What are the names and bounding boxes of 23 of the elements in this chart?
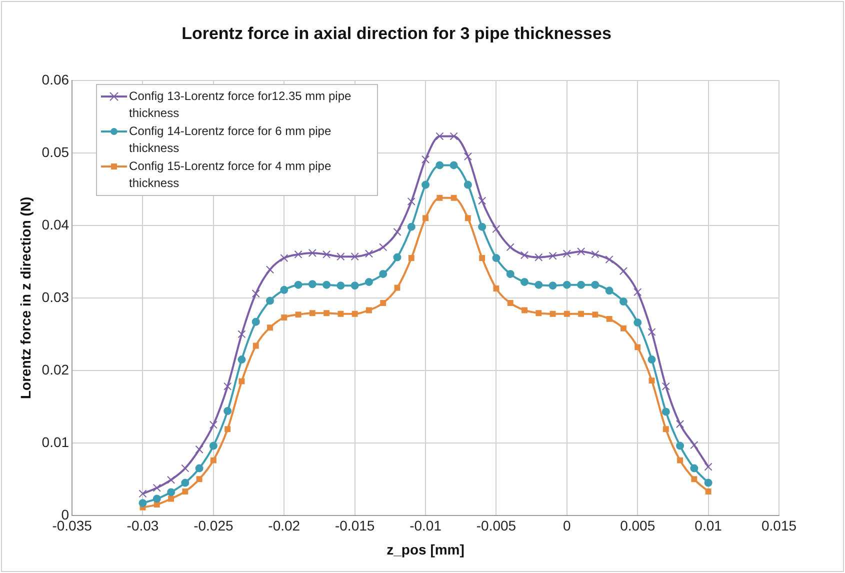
x-tick-label: -0.005: [476, 518, 516, 534]
x-axis-title: z_pos [mm]: [386, 541, 464, 558]
x-tick-label: -0.02: [268, 518, 300, 534]
y-tick-label: 0.02: [42, 361, 70, 378]
legend-label: Config 13-Lorentz force for12.35 mm pipe thickness: [129, 88, 352, 122]
x-tick-label: 0.005: [620, 518, 656, 534]
chart-title: Lorentz force in axial direction for 3 pipe thicknesses: [182, 24, 612, 43]
y-tick-label: 0.05: [42, 144, 70, 160]
x-tick-label: -0.025: [194, 518, 234, 534]
x-tick-label: 0.01: [694, 518, 722, 534]
x-tick-label: 0: [563, 518, 572, 534]
y-axis-title: Lorentz force in z direction (N): [17, 196, 34, 400]
x-tick-label: -0.03: [126, 518, 159, 534]
x-tick-label: 0.015: [761, 518, 797, 534]
legend-label: Config 14-Lorentz force for 6 mm pipe thickness: [129, 123, 332, 158]
x-tick-label: -0.01: [410, 518, 442, 534]
y-tick-label: 0: [61, 506, 70, 522]
legend-label: Config 15-Lorentz force for 4 mm pipe thickness: [129, 158, 332, 192]
y-tick-label: 0.04: [42, 216, 70, 232]
x-tick-label: -0.015: [334, 518, 375, 534]
y-tick-label: 0.06: [42, 71, 70, 88]
y-tick-label: 0.01: [42, 434, 70, 450]
y-tick-label: 0.03: [42, 288, 70, 305]
